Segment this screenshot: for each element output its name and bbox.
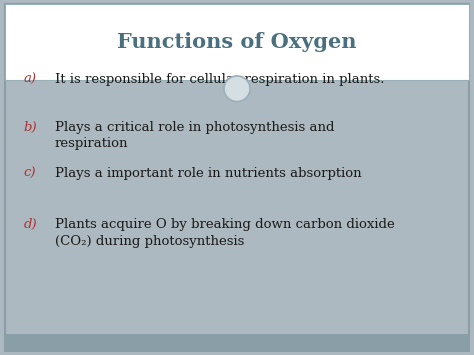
Text: It is responsible for cellular respiration in plants.: It is responsible for cellular respirati… (55, 73, 384, 86)
Text: Plays a important role in nutrients absorption: Plays a important role in nutrients abso… (55, 167, 361, 180)
Text: Plays a critical role in photosynthesis and
respiration: Plays a critical role in photosynthesis … (55, 121, 334, 150)
Text: Plants acquire O by breaking down carbon dioxide
(CO₂) during photosynthesis: Plants acquire O by breaking down carbon… (55, 218, 394, 248)
Text: d): d) (24, 218, 37, 231)
Text: a): a) (24, 73, 36, 86)
Text: Functions of Oxygen: Functions of Oxygen (117, 32, 357, 52)
Text: b): b) (24, 121, 37, 134)
Ellipse shape (224, 76, 250, 102)
FancyBboxPatch shape (5, 334, 469, 351)
FancyBboxPatch shape (5, 4, 469, 80)
Text: c): c) (24, 167, 36, 180)
FancyBboxPatch shape (5, 4, 469, 351)
